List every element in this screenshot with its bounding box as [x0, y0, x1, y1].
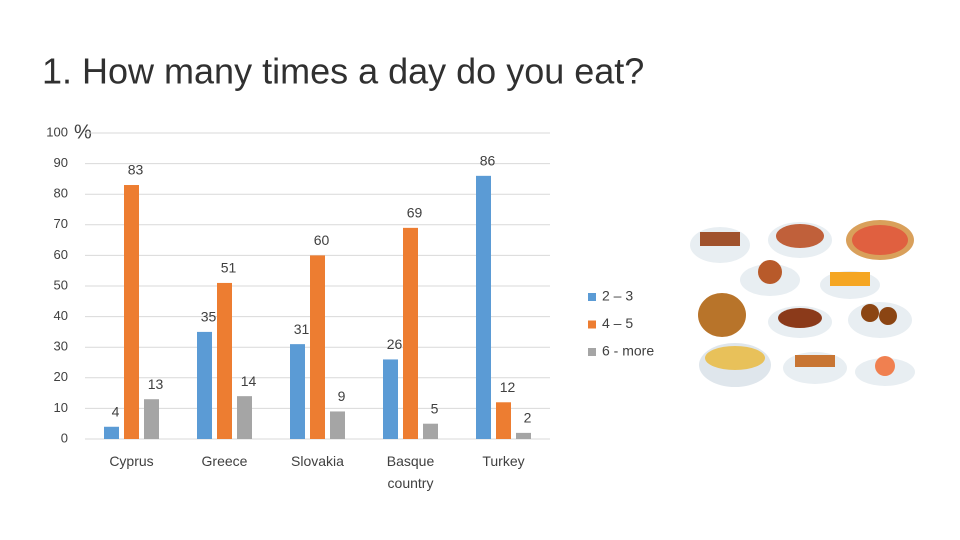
bar — [104, 426, 119, 439]
x-tick-label: Basque country — [386, 453, 435, 491]
bar — [290, 344, 305, 439]
data-label: 60 — [314, 232, 330, 248]
legend-label: 4 – 5 — [602, 315, 633, 331]
y-tick-label: 40 — [54, 308, 68, 323]
data-label: 2 — [524, 410, 532, 426]
x-tick-label: Greece — [201, 453, 248, 469]
data-label: 9 — [338, 388, 346, 404]
data-label: 51 — [221, 260, 237, 276]
bar — [330, 411, 345, 439]
y-tick-label: 90 — [54, 155, 68, 170]
bar — [423, 423, 438, 439]
food-illustration — [685, 210, 917, 392]
x-tick-label: Cyprus — [109, 453, 154, 469]
y-tick-label: 30 — [54, 339, 68, 354]
data-label: 86 — [480, 153, 496, 169]
bar — [496, 402, 511, 439]
x-tick-label: Turkey — [482, 453, 525, 469]
data-label: 26 — [387, 336, 403, 352]
data-label: 13 — [148, 376, 164, 392]
data-label: 83 — [128, 162, 144, 178]
bar — [516, 432, 531, 439]
bar — [383, 359, 398, 439]
bar — [476, 175, 491, 439]
y-tick-label: 70 — [54, 216, 68, 231]
bar — [217, 282, 232, 439]
bar — [310, 255, 325, 439]
y-tick-label: 50 — [54, 277, 68, 292]
y-axis-label: % — [74, 121, 92, 143]
legend-swatch — [588, 320, 596, 329]
data-label: 35 — [201, 309, 217, 325]
data-label: 69 — [407, 205, 423, 221]
bar — [197, 331, 212, 439]
y-tick-label: 20 — [54, 369, 68, 384]
legend-label: 2 – 3 — [602, 288, 633, 304]
data-label: 5 — [431, 400, 439, 416]
bar — [144, 399, 159, 439]
chart-title: 1. How many times a day do you eat? — [42, 51, 644, 92]
data-label: 14 — [241, 373, 257, 389]
legend-label: 6 - more — [602, 343, 654, 359]
bar — [403, 227, 418, 439]
bar — [124, 185, 139, 439]
y-tick-label: 100 — [46, 124, 68, 139]
bar — [237, 396, 252, 439]
legend-swatch — [588, 348, 596, 356]
x-tick-label: Slovakia — [291, 453, 344, 469]
y-tick-label: 10 — [54, 400, 68, 415]
y-tick-label: 0 — [61, 430, 68, 445]
y-tick-label: 60 — [54, 247, 68, 262]
legend-swatch — [588, 293, 596, 301]
data-label: 12 — [500, 379, 516, 395]
data-label: 31 — [294, 321, 310, 337]
data-label: 4 — [112, 403, 120, 419]
y-tick-label: 80 — [54, 186, 68, 201]
